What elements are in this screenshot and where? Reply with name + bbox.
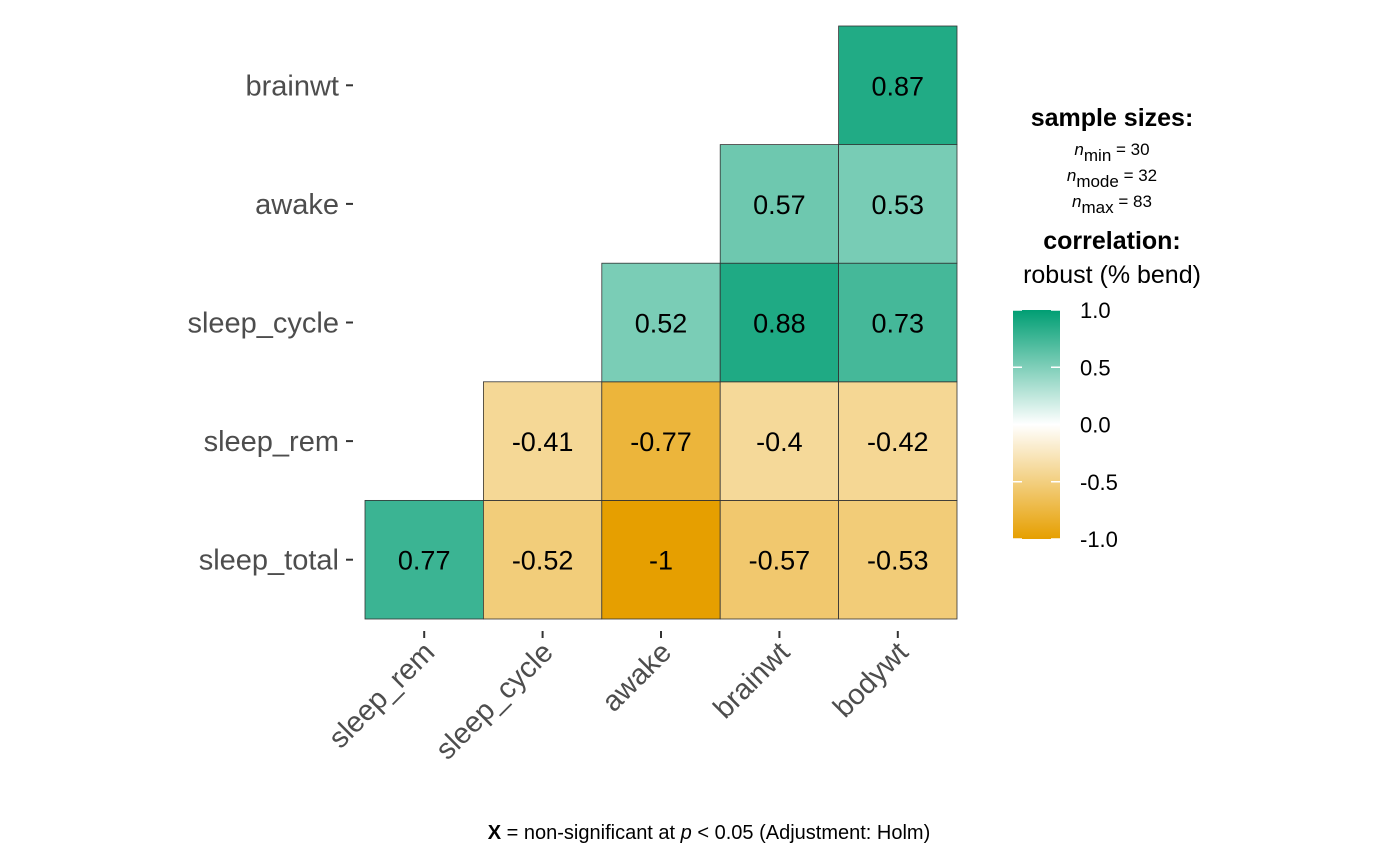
- colorbar-tick-label: 0.5: [1080, 355, 1111, 380]
- cell-value-label: -0.77: [630, 427, 692, 457]
- cell-value-label: -0.57: [749, 546, 811, 576]
- correlation-title: correlation:: [1043, 227, 1181, 255]
- heatmap-cell: -0.42: [838, 381, 958, 501]
- colorbar-tick-label: 0.0: [1080, 413, 1111, 438]
- sample-size-mode: nmode = 32: [1067, 166, 1157, 191]
- heatmap-cell: 0.53: [838, 144, 958, 264]
- heatmap-cell: -1: [601, 499, 721, 620]
- heatmap-cell-rect: [482, 499, 603, 620]
- heatmap-cell-rect: [601, 262, 721, 383]
- heatmap-cell: 0.57: [719, 144, 840, 264]
- x-tick-label: sleep_cycle: [430, 636, 560, 766]
- cell-value-label: 0.53: [872, 190, 925, 220]
- y-tick-label: brainwt: [246, 70, 340, 102]
- x-tick-label: bodywt: [827, 636, 915, 724]
- heatmap-cell-rect: [838, 499, 958, 620]
- cell-value-label: 0.77: [398, 546, 451, 576]
- heatmap-cell: 0.73: [838, 262, 958, 383]
- correlation-method: robust (% bend): [1023, 261, 1201, 289]
- heatmap-cell: -0.41: [482, 381, 603, 501]
- colorbar-ticks: 1.0 0.5 0.0 -0.5 -1.0: [1013, 298, 1118, 552]
- heatmap-cell: 0.88: [719, 262, 840, 383]
- cell-value-label: -0.53: [867, 546, 929, 576]
- heatmap-cell-rect: [719, 144, 840, 264]
- x-tick-label: brainwt: [708, 636, 797, 725]
- y-tick-label: sleep_rem: [204, 426, 339, 458]
- cell-value-label: -0.52: [512, 546, 574, 576]
- colorbar-tick-label: -0.5: [1080, 470, 1118, 495]
- caption: X = non-significant at p < 0.05 (Adjustm…: [488, 822, 930, 844]
- heatmap-cell-rect: [601, 381, 721, 501]
- cell-value-label: -0.42: [867, 427, 929, 457]
- heatmap-cell-rect: [838, 262, 958, 383]
- y-tick-label: awake: [255, 189, 339, 221]
- sample-size-min: nmin = 30: [1074, 140, 1149, 165]
- cell-value-label: 0.88: [753, 309, 806, 339]
- heatmap-cell-rect: [838, 381, 958, 501]
- heatmap-cell: -0.77: [601, 381, 721, 501]
- heatmap-cell-rect: [719, 381, 840, 501]
- heatmap-cell-rect: [838, 25, 958, 145]
- cell-value-label: 0.73: [872, 309, 925, 339]
- sample-size-max: nmax = 83: [1072, 192, 1152, 217]
- heatmap-cell-rect: [719, 499, 840, 620]
- x-tick-label: awake: [596, 636, 678, 718]
- heatmap-cell-rect: [482, 381, 603, 501]
- cell-value-label: -0.4: [756, 427, 803, 457]
- heatmap-cell: 0.52: [601, 262, 721, 383]
- y-axis: sleep_total sleep_rem sleep_cycle awake brai…: [187, 70, 353, 577]
- heatmap-cell: 0.87: [838, 25, 958, 145]
- heatmap-cell: -0.57: [719, 499, 840, 620]
- cell-value-label: 0.57: [753, 190, 806, 220]
- cell-value-label: 0.87: [872, 71, 925, 101]
- heatmap-cell: -0.4: [719, 381, 840, 501]
- colorbar-tick-label: 1.0: [1080, 298, 1111, 323]
- cell-value-label: 0.52: [635, 309, 688, 339]
- sample-sizes-title: sample sizes:: [1031, 104, 1194, 132]
- heatmap-cell: -0.52: [482, 499, 603, 620]
- y-tick-label: sleep_cycle: [187, 308, 339, 340]
- cell-value-label: -1: [649, 546, 673, 576]
- x-tick-label: sleep_rem: [323, 636, 441, 754]
- heatmap-cell: 0.77: [364, 499, 484, 620]
- y-tick-label: sleep_total: [199, 545, 339, 577]
- colorbar-tick-label: -1.0: [1080, 527, 1118, 552]
- heatmap-cell-rect: [364, 499, 484, 620]
- heatmap-cell: -0.53: [838, 499, 958, 620]
- cell-value-label: -0.41: [512, 427, 574, 457]
- heatmap-cells: 0.77 -0.52 -1 -0.57 -0.53 -0.41 -0.77 -0.4 -0.42…: [364, 25, 958, 620]
